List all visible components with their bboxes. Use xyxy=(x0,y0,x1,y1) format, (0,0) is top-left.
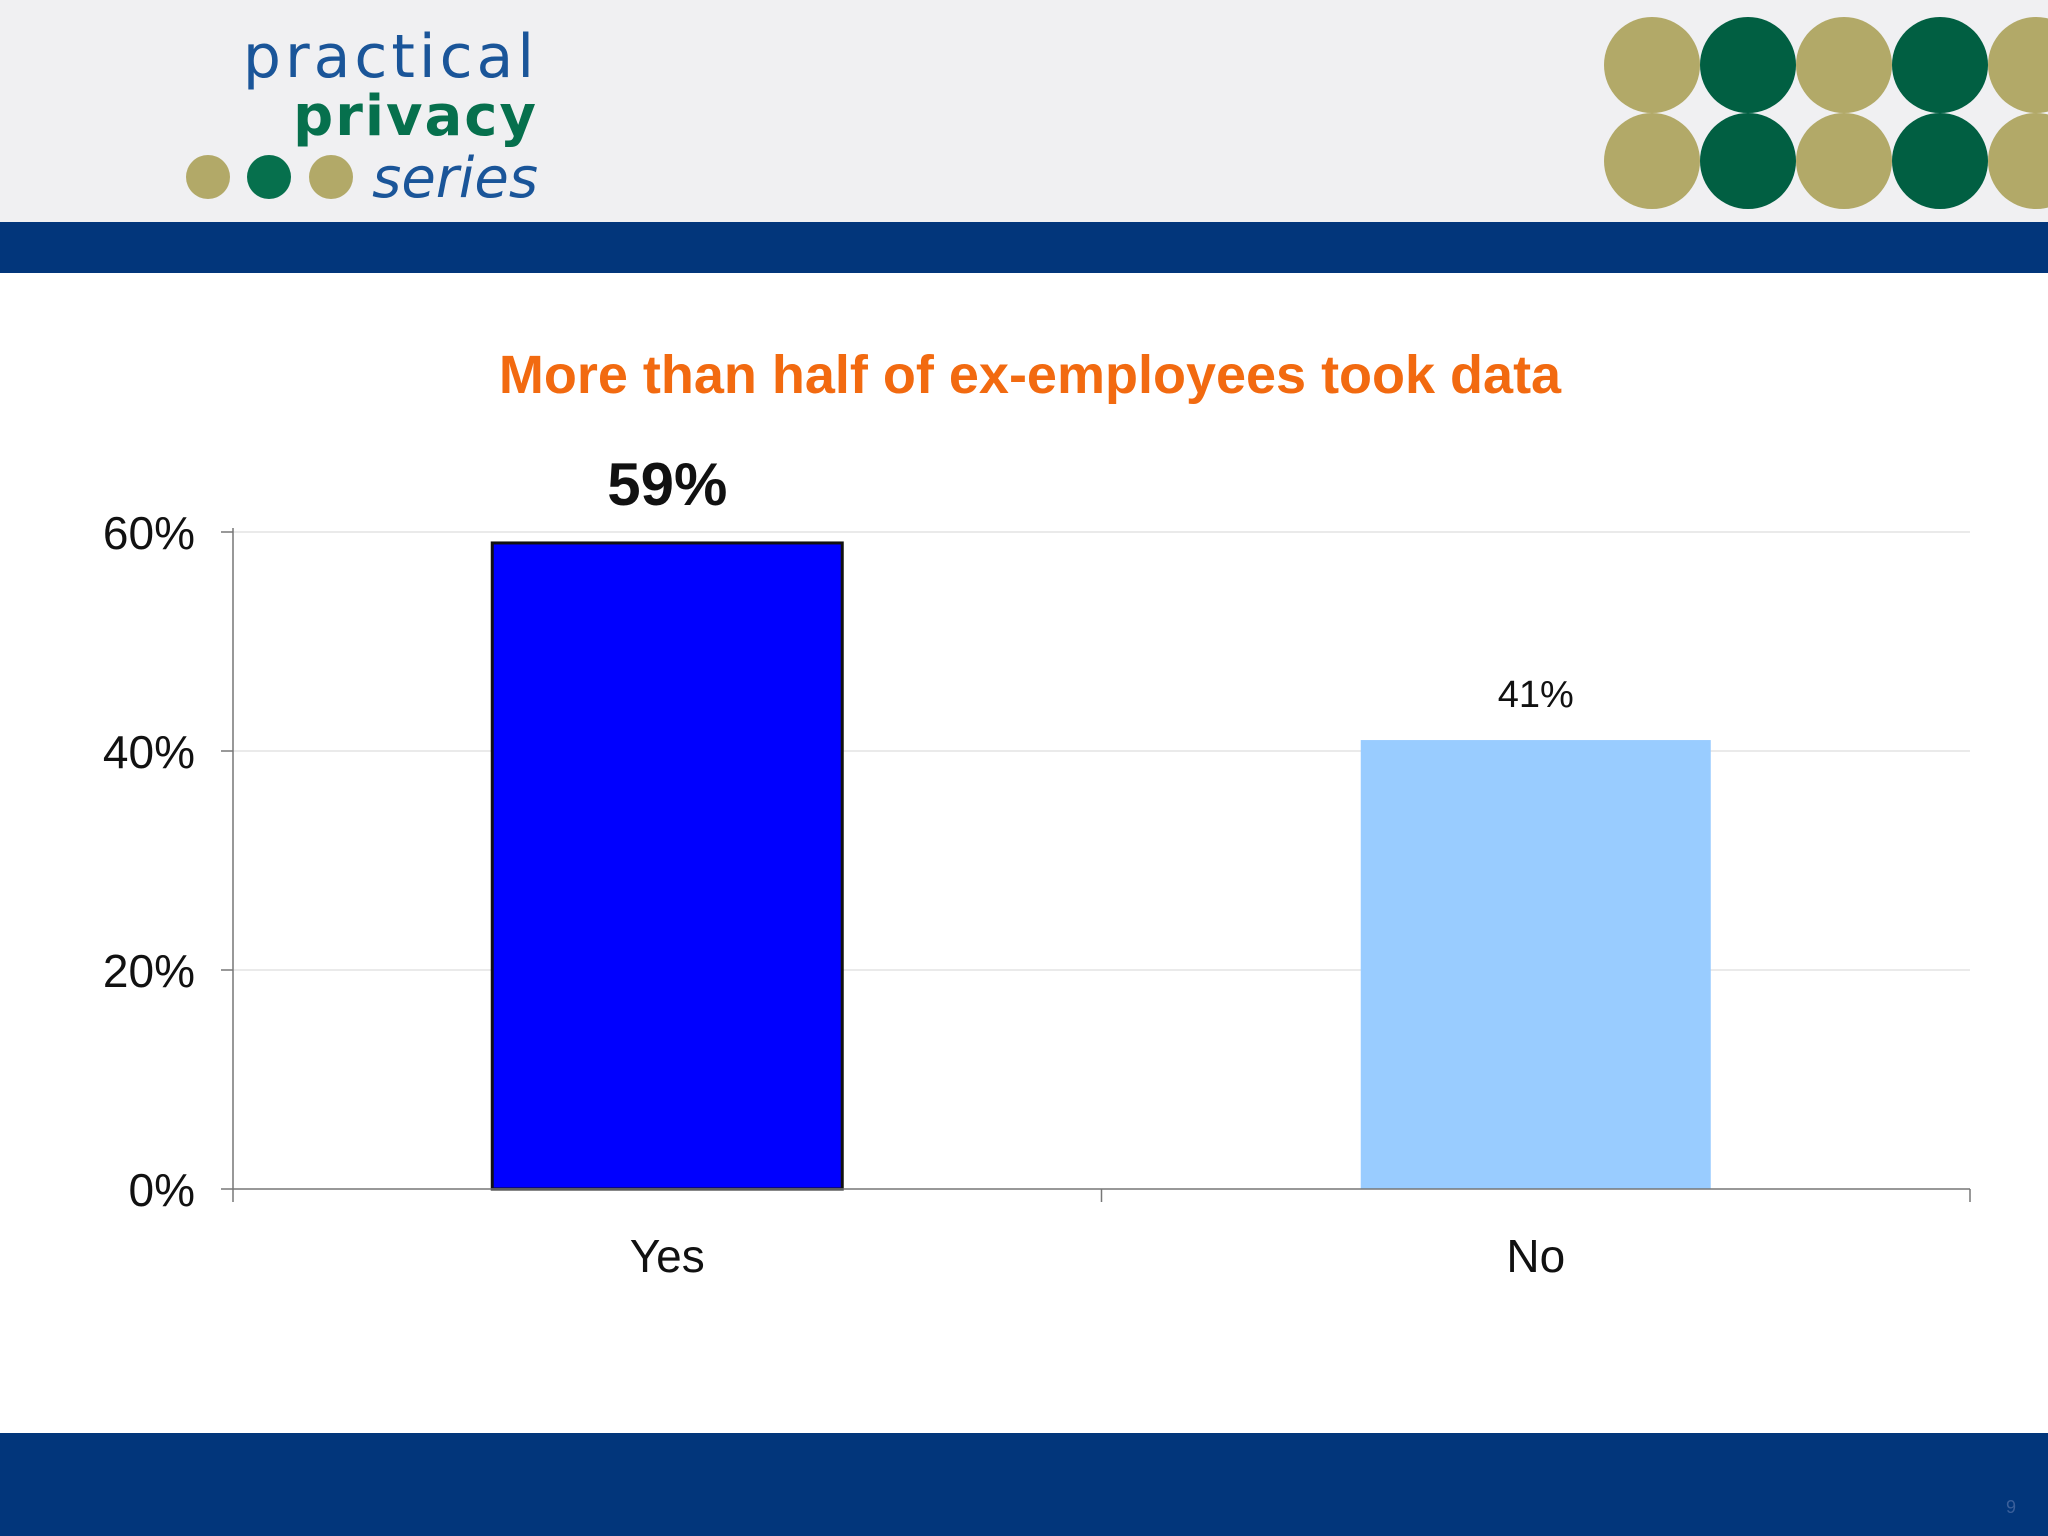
bar-yes xyxy=(490,541,844,1191)
decorative-dot xyxy=(1604,17,1700,113)
y-tick-label: 60% xyxy=(103,507,195,559)
decorative-dot xyxy=(1796,17,1892,113)
x-tick-label: No xyxy=(1506,1230,1565,1282)
top-blue-band xyxy=(0,222,2048,273)
decorative-dot xyxy=(1700,113,1796,209)
logo-dot-2 xyxy=(247,155,291,199)
logo-text-series: series xyxy=(372,146,538,211)
decorative-dot xyxy=(1988,113,2048,209)
decorative-dot xyxy=(1988,17,2048,113)
logo-dot-3 xyxy=(309,155,353,199)
labels: 0% 20% 40% 60% Yes 59% No 41% xyxy=(103,451,1574,1282)
data-label: 41% xyxy=(1498,674,1574,716)
logo-dot-1 xyxy=(186,155,230,199)
logo-text-privacy: privacy xyxy=(293,84,538,149)
page-number: 9 xyxy=(2005,1497,2016,1517)
x-tick-label: Yes xyxy=(630,1230,705,1282)
chart-title: More than half of ex-employees took data xyxy=(499,345,1562,405)
y-tick-label: 20% xyxy=(103,945,195,997)
logo-text-practical: practical xyxy=(242,22,538,92)
decorative-dot xyxy=(1796,113,1892,209)
data-label: 59% xyxy=(607,451,727,518)
bottom-blue-band: 9 xyxy=(0,1433,2048,1536)
decorative-dot xyxy=(1700,17,1796,113)
decorative-dot xyxy=(1604,113,1700,209)
bar-no xyxy=(1360,740,1711,1189)
header-banner: practical privacy series xyxy=(0,0,2048,222)
axes xyxy=(221,528,1971,1202)
y-tick-label: 40% xyxy=(103,726,195,778)
decorative-dot-grid xyxy=(0,0,2048,222)
bar-chart: More than half of ex-employees took data… xyxy=(103,345,1971,1282)
decorative-dot xyxy=(1892,113,1988,209)
practical-privacy-logo: practical privacy series xyxy=(0,0,538,222)
decorative-dot xyxy=(1892,17,1988,113)
y-tick-label: 0% xyxy=(129,1164,195,1216)
bars xyxy=(490,541,1711,1191)
